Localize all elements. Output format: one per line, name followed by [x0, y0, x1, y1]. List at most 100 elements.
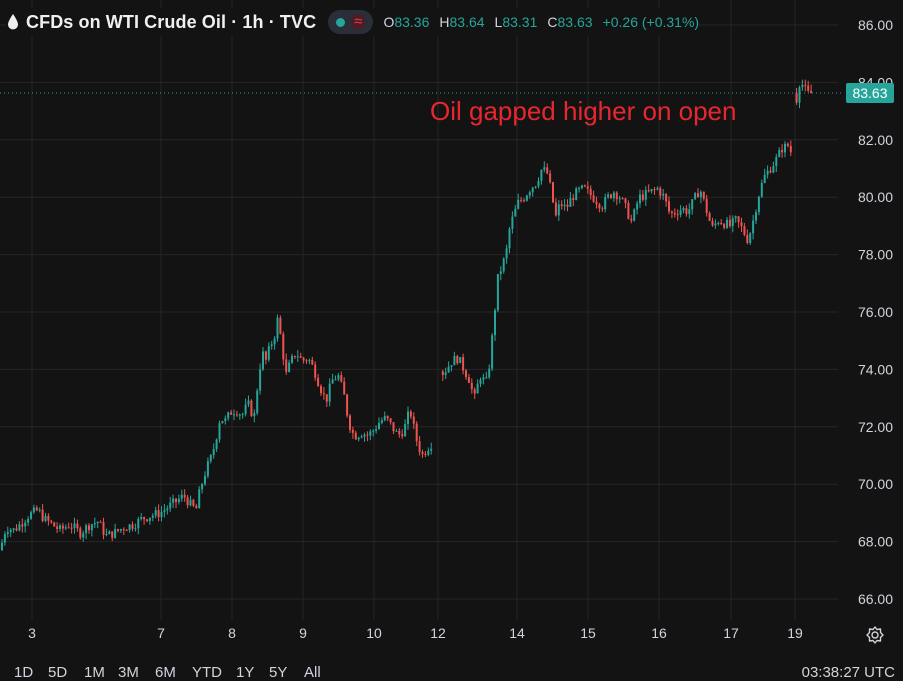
- candle: [421, 449, 424, 458]
- candle: [737, 215, 740, 228]
- candle: [247, 395, 250, 408]
- candle: [264, 350, 267, 365]
- candle: [235, 410, 238, 417]
- candle: [386, 415, 389, 422]
- high-value: 83.64: [449, 14, 485, 30]
- candle: [636, 200, 639, 215]
- candle: [482, 373, 485, 385]
- chart-annotation[interactable]: Oil gapped higher on open: [430, 96, 737, 126]
- candle: [259, 363, 262, 395]
- candle: [119, 528, 122, 533]
- candle: [427, 447, 430, 457]
- candle: [392, 422, 395, 434]
- candle: [560, 200, 563, 210]
- candle: [82, 530, 85, 542]
- candle: [757, 195, 760, 216]
- price-axis: 66.00 68.00 70.00 72.00 74.00 76.00 78.00 80.00…: [858, 17, 893, 607]
- candle: [334, 375, 337, 381]
- range-1y-button[interactable]: 1Y: [236, 664, 255, 681]
- candle: [146, 518, 148, 523]
- candle: [30, 510, 32, 520]
- candle: [601, 206, 604, 212]
- candle: [343, 377, 346, 395]
- candle: [93, 517, 96, 528]
- candle: [624, 197, 627, 209]
- candle: [528, 190, 531, 199]
- range-all-button[interactable]: All: [304, 664, 321, 681]
- candle: [795, 87, 798, 105]
- candle: [711, 217, 714, 227]
- symbol-title[interactable]: CFDs on WTI Crude Oil · 1h · TVC: [26, 11, 317, 32]
- candle: [685, 205, 688, 217]
- last-price-tag: [846, 83, 894, 104]
- candle: [9, 528, 12, 538]
- candle: [99, 520, 102, 523]
- candle: [230, 409, 233, 415]
- candle: [810, 84, 813, 94]
- candle: [459, 357, 462, 364]
- low-value: 83.31: [502, 14, 538, 30]
- utc-clock[interactable]: 03:38:27 UTC: [801, 664, 895, 681]
- candle: [639, 189, 641, 208]
- range-ytd-button[interactable]: YTD: [192, 664, 222, 681]
- candle: [407, 406, 409, 430]
- candlestick-series: [1, 79, 813, 551]
- range-3m-button[interactable]: 3M: [118, 664, 139, 681]
- candle: [731, 215, 734, 233]
- candle: [569, 192, 572, 207]
- candle: [668, 196, 670, 215]
- candle: [305, 358, 308, 364]
- candle: [346, 393, 349, 418]
- candle: [598, 202, 601, 213]
- candle: [743, 222, 746, 237]
- candle: [317, 373, 320, 387]
- candle: [499, 266, 502, 281]
- candle: [775, 153, 778, 173]
- candle: [778, 147, 781, 158]
- candle: [59, 523, 61, 532]
- candle: [705, 194, 708, 217]
- candle: [270, 340, 273, 350]
- candle: [630, 214, 633, 224]
- time-axis: 3 7 8 9 10 12 14 15 16 17 19: [28, 625, 803, 641]
- candle: [491, 333, 494, 372]
- candle: [293, 355, 296, 360]
- candle: [148, 517, 151, 525]
- candle: [523, 198, 525, 203]
- x-tick-label: 14: [509, 625, 525, 641]
- candle: [604, 193, 607, 213]
- y-tick-label: 76.00: [858, 304, 893, 320]
- x-tick-label: 8: [228, 625, 236, 641]
- gear-icon[interactable]: [865, 625, 885, 645]
- oil-drop-icon: [8, 14, 18, 30]
- candle: [807, 80, 810, 93]
- y-tick-label: 80.00: [858, 189, 893, 205]
- candle: [53, 521, 56, 527]
- last-price-marker: 83.63: [0, 83, 894, 104]
- range-5d-button[interactable]: 5D: [48, 664, 68, 681]
- range-1d-button[interactable]: 1D: [14, 664, 34, 681]
- candle: [157, 504, 160, 522]
- market-status-pill[interactable]: ≈: [328, 10, 374, 34]
- candle: [462, 353, 465, 375]
- candle: [540, 169, 543, 185]
- candle: [728, 215, 731, 228]
- candle: [766, 165, 769, 179]
- candle: [111, 531, 114, 542]
- range-6m-button[interactable]: 6M: [155, 664, 176, 681]
- candle: [291, 353, 293, 365]
- candle: [798, 85, 801, 109]
- range-1m-button[interactable]: 1M: [84, 664, 105, 681]
- x-tick-label: 7: [157, 625, 165, 641]
- candle: [769, 166, 772, 174]
- candle: [566, 199, 569, 212]
- candle: [1, 539, 3, 551]
- candle: [131, 521, 134, 532]
- candle: [380, 417, 383, 425]
- range-5y-button[interactable]: 5Y: [269, 664, 288, 681]
- candle: [450, 365, 453, 372]
- candle: [496, 274, 499, 313]
- candle: [665, 193, 668, 207]
- candle: [250, 399, 253, 417]
